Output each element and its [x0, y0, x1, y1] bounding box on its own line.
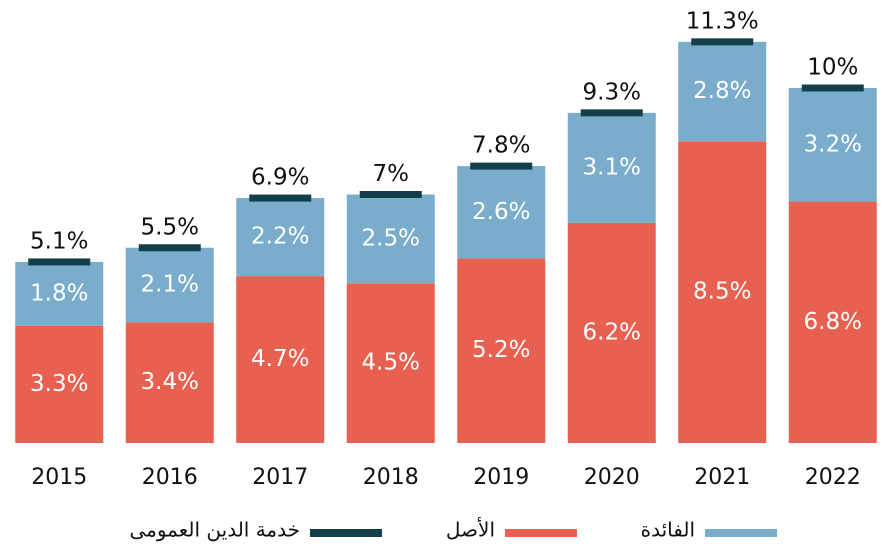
bar-segment — [15, 325, 104, 443]
bar-segment — [567, 112, 656, 223]
data-label: 3.2% — [804, 131, 862, 157]
data-label: 3.3% — [30, 371, 88, 397]
total-label: 7.8% — [472, 133, 530, 159]
data-label: 6.2% — [583, 319, 641, 345]
data-label: 2.6% — [472, 199, 530, 225]
total-label: 6.9% — [251, 165, 309, 191]
x-tick-label: 2020 — [584, 465, 640, 490]
x-tick-label: 2022 — [805, 465, 861, 490]
x-tick-label: 2015 — [31, 465, 87, 490]
bar-segment — [125, 247, 214, 323]
total-marker — [249, 194, 312, 202]
legend-swatch — [505, 529, 577, 537]
data-label: 6.8% — [804, 309, 862, 335]
data-label: 2.1% — [141, 272, 199, 298]
total-marker — [28, 258, 91, 266]
data-label: 2.5% — [362, 225, 420, 251]
bar-segment — [15, 261, 104, 326]
legend-swatch — [310, 529, 382, 537]
data-label: 4.7% — [251, 346, 309, 372]
bar-segment — [457, 258, 546, 443]
legend-label: خدمة الدين العمومى — [129, 518, 300, 542]
data-label: 3.1% — [583, 154, 641, 180]
data-label: 1.8% — [30, 280, 88, 306]
bar-segment — [788, 88, 877, 202]
data-label: 3.4% — [141, 369, 199, 395]
legend-label: الأصل — [446, 518, 495, 542]
bar-segment — [346, 283, 435, 443]
bar-segment — [678, 41, 767, 142]
data-label: 2.2% — [251, 224, 309, 250]
bar-segment — [457, 166, 546, 259]
data-label: 5.2% — [472, 337, 530, 363]
total-marker — [359, 191, 422, 198]
x-tick-label: 2016 — [142, 465, 198, 490]
total-marker — [801, 84, 864, 92]
bar-segment — [346, 194, 435, 284]
data-label: 8.5% — [693, 279, 751, 305]
bar-segment — [125, 322, 214, 443]
total-marker — [580, 109, 643, 117]
total-label: 10% — [807, 55, 858, 81]
data-label: 2.8% — [693, 78, 751, 104]
total-marker — [470, 162, 533, 170]
bar-segment — [567, 222, 656, 443]
legend-swatch — [705, 529, 777, 537]
total-marker — [138, 244, 201, 252]
bar-segment — [788, 201, 877, 443]
data-label: 4.5% — [362, 350, 420, 376]
total-label: 5.1% — [30, 228, 88, 254]
x-tick-label: 2019 — [473, 465, 529, 490]
total-label: 11.3% — [686, 8, 759, 34]
bar-segment — [236, 276, 325, 443]
total-label: 5.5% — [141, 214, 199, 240]
bar-segment — [236, 198, 325, 277]
total-marker — [691, 38, 754, 46]
x-tick-label: 2021 — [694, 465, 750, 490]
total-label: 9.3% — [583, 79, 641, 105]
x-tick-label: 2018 — [363, 465, 419, 490]
bar-segment — [678, 141, 767, 443]
x-tick-label: 2017 — [252, 465, 308, 490]
total-label: 7% — [373, 161, 410, 187]
legend-label: الفائدة — [641, 518, 695, 542]
